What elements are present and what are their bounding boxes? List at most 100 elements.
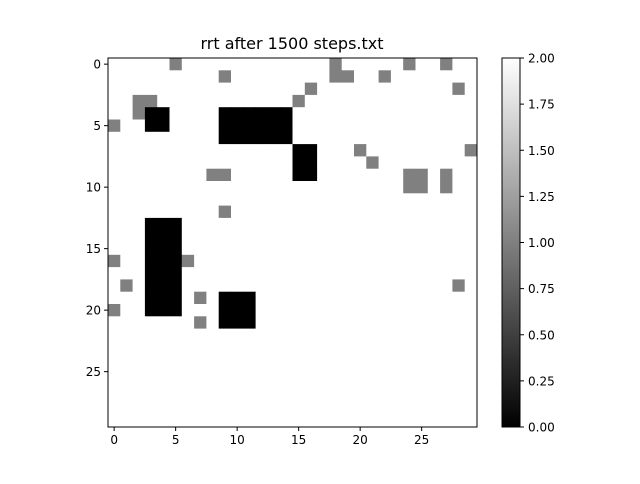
heatmap-cell bbox=[403, 291, 416, 305]
heatmap-cell bbox=[440, 205, 453, 219]
heatmap-cell bbox=[231, 144, 244, 157]
heatmap-cell bbox=[181, 242, 195, 256]
heatmap-cell bbox=[194, 230, 207, 243]
heatmap-cell bbox=[329, 304, 343, 317]
heatmap-cell bbox=[255, 217, 269, 231]
heatmap-cell bbox=[354, 279, 367, 293]
heatmap-cell bbox=[304, 156, 318, 170]
heatmap-cell bbox=[329, 230, 343, 243]
heatmap-cell bbox=[169, 414, 183, 428]
colorbar-tick-label: 2.00 bbox=[528, 52, 555, 66]
heatmap-cell bbox=[390, 205, 404, 219]
heatmap-cell bbox=[341, 328, 355, 342]
heatmap-cell bbox=[144, 365, 158, 379]
heatmap-cell bbox=[132, 70, 146, 83]
heatmap-cell bbox=[280, 414, 293, 428]
heatmap-cell bbox=[440, 254, 453, 268]
heatmap-cell bbox=[267, 181, 281, 194]
heatmap-cell bbox=[181, 254, 195, 268]
heatmap-cell bbox=[366, 291, 379, 305]
heatmap-cell bbox=[144, 70, 158, 83]
heatmap-cell bbox=[108, 119, 121, 133]
heatmap-cell bbox=[218, 58, 232, 71]
heatmap-cell bbox=[144, 291, 158, 305]
heatmap-cell bbox=[255, 279, 269, 293]
heatmap-cell bbox=[132, 365, 146, 379]
heatmap-cell bbox=[329, 193, 343, 206]
heatmap-cell bbox=[255, 390, 269, 403]
heatmap-cell bbox=[304, 340, 318, 354]
heatmap-cell bbox=[304, 205, 318, 219]
heatmap-cell bbox=[255, 230, 269, 243]
heatmap-cell bbox=[378, 279, 392, 293]
heatmap-cell bbox=[427, 304, 441, 317]
heatmap-cell bbox=[144, 94, 158, 108]
heatmap-cell bbox=[280, 144, 293, 157]
heatmap-cell bbox=[440, 291, 453, 305]
heatmap-cell bbox=[120, 254, 133, 268]
heatmap-cell bbox=[440, 414, 453, 428]
heatmap-cell bbox=[194, 205, 207, 219]
heatmap-cell bbox=[144, 205, 158, 219]
heatmap-cell bbox=[341, 119, 355, 133]
heatmap-cell bbox=[157, 230, 170, 243]
heatmap-cell bbox=[304, 70, 318, 83]
heatmap-cell bbox=[415, 82, 429, 96]
y-tick-label: 15 bbox=[86, 242, 101, 256]
heatmap-cell bbox=[120, 205, 133, 219]
heatmap-cell bbox=[304, 267, 318, 280]
heatmap-cell bbox=[341, 144, 355, 157]
heatmap-cell bbox=[194, 390, 207, 403]
heatmap-cell bbox=[108, 242, 121, 256]
heatmap-cell bbox=[354, 181, 367, 194]
heatmap-cell bbox=[341, 156, 355, 170]
heatmap-cell bbox=[267, 131, 281, 145]
heatmap-cell bbox=[181, 304, 195, 317]
heatmap-cell bbox=[218, 107, 232, 120]
heatmap-cell bbox=[169, 353, 183, 366]
heatmap-cell bbox=[427, 119, 441, 133]
heatmap-cell bbox=[304, 390, 318, 403]
heatmap-cell bbox=[390, 119, 404, 133]
heatmap-cell bbox=[206, 267, 220, 280]
heatmap-cell bbox=[366, 82, 379, 96]
heatmap-cell bbox=[452, 70, 466, 83]
heatmap-cell bbox=[157, 254, 170, 268]
heatmap-cell bbox=[403, 316, 416, 329]
heatmap-cell bbox=[440, 217, 453, 231]
heatmap-cell bbox=[304, 230, 318, 243]
heatmap-cell bbox=[206, 390, 220, 403]
heatmap-cell bbox=[169, 82, 183, 96]
heatmap-cell bbox=[440, 230, 453, 243]
heatmap-cell bbox=[157, 279, 170, 293]
heatmap-cell bbox=[464, 390, 478, 403]
heatmap-cell bbox=[292, 340, 306, 354]
heatmap-cell bbox=[341, 353, 355, 366]
heatmap-cell bbox=[194, 267, 207, 280]
heatmap-cell bbox=[354, 144, 367, 157]
heatmap-cell bbox=[157, 131, 170, 145]
heatmap-cell bbox=[169, 168, 183, 182]
heatmap-cell bbox=[255, 205, 269, 219]
heatmap-cell bbox=[243, 242, 256, 256]
heatmap-cell bbox=[329, 377, 343, 391]
heatmap-cell bbox=[464, 193, 478, 206]
heatmap-cell bbox=[255, 82, 269, 96]
heatmap-cell bbox=[341, 58, 355, 71]
heatmap-cell bbox=[267, 58, 281, 71]
heatmap-cell bbox=[341, 230, 355, 243]
heatmap-cell bbox=[169, 181, 183, 194]
heatmap-cell bbox=[243, 119, 256, 133]
heatmap-cell bbox=[403, 156, 416, 170]
heatmap-cell bbox=[415, 156, 429, 170]
heatmap-cell bbox=[120, 70, 133, 83]
heatmap-cell bbox=[415, 390, 429, 403]
heatmap-cell bbox=[366, 242, 379, 256]
heatmap-cell bbox=[440, 82, 453, 96]
heatmap-cell bbox=[341, 316, 355, 329]
heatmap-cell bbox=[231, 82, 244, 96]
heatmap-cell bbox=[366, 316, 379, 329]
heatmap-cell bbox=[169, 328, 183, 342]
heatmap-cell bbox=[144, 414, 158, 428]
heatmap-cell bbox=[231, 328, 244, 342]
